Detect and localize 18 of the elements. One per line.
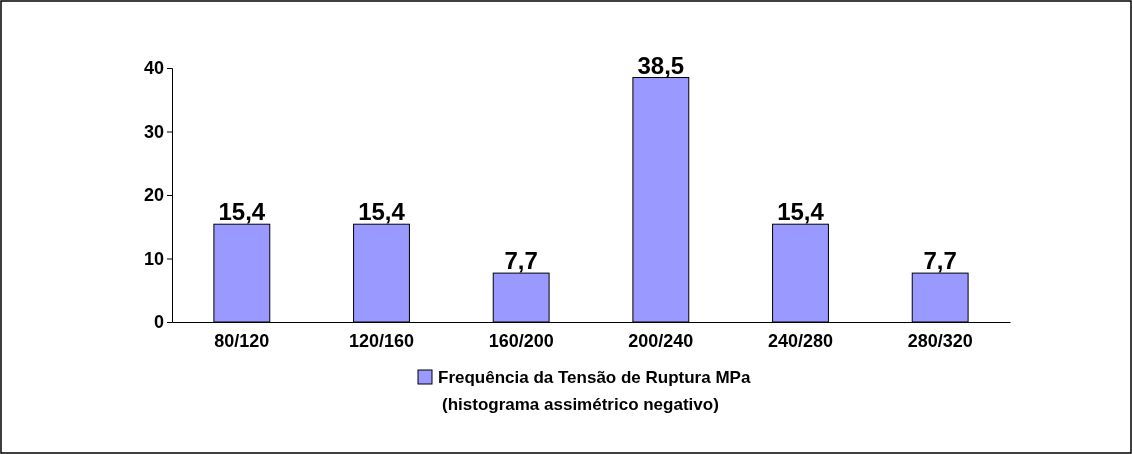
x-tick-label: 280/320	[907, 330, 973, 351]
x-tick-label: 240/280	[767, 330, 834, 351]
legend-label: Frequência da Tensão de Ruptura MPa (histograma assimétrico negativo)	[438, 368, 751, 415]
data-label: 7,7	[923, 247, 957, 275]
x-tick-label: 120/160	[348, 330, 415, 351]
x-tick-label: 160/200	[488, 330, 554, 351]
y-tick-label: 10	[143, 248, 164, 269]
data-label: 7,7	[504, 247, 538, 275]
y-tick-label: 40	[143, 58, 164, 79]
data-label: 38,5	[637, 51, 685, 79]
data-label: 15,4	[358, 198, 406, 226]
y-tick-label: 30	[143, 121, 164, 142]
y-tick-label: 0	[153, 312, 164, 333]
x-tick-label: 80/120	[214, 330, 270, 351]
y-tick-label: 20	[143, 185, 164, 206]
x-tick-label: 200/240	[628, 330, 694, 351]
data-label: 15,4	[218, 198, 266, 226]
data-label: 15,4	[777, 198, 825, 226]
